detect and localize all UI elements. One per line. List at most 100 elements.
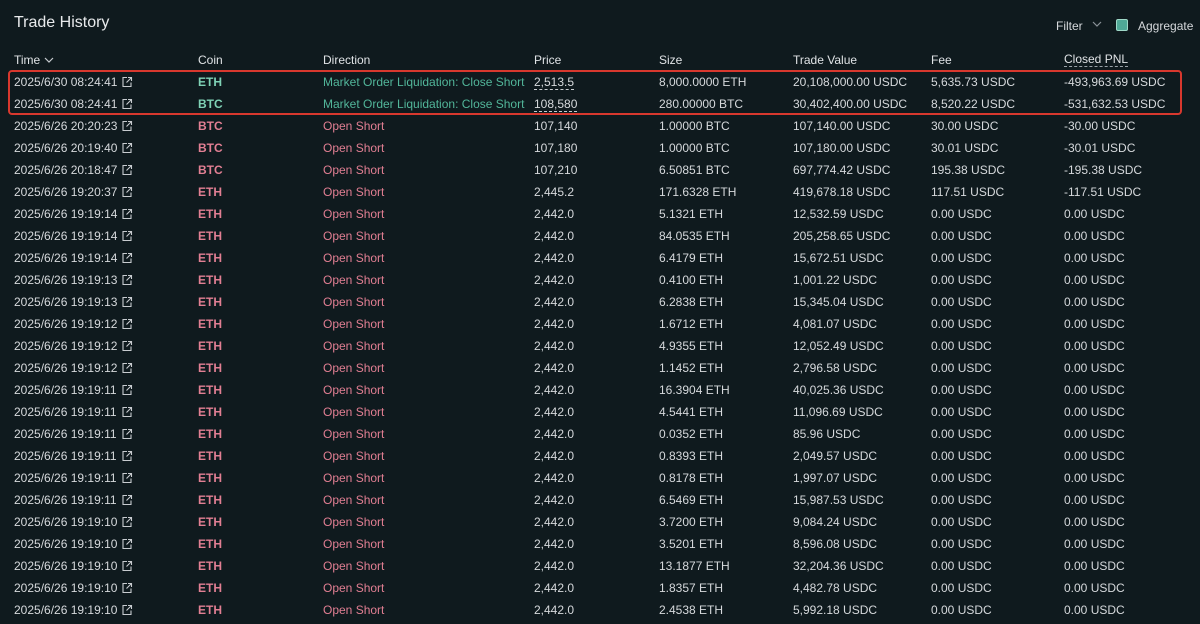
explorer-link[interactable] (121, 472, 133, 484)
explorer-link[interactable] (121, 604, 133, 616)
closed-pnl: 0.00 USDC (1064, 361, 1125, 375)
coin-cell: ETH (198, 339, 222, 353)
coin-cell: ETH (198, 515, 222, 529)
closed-pnl-cell: -493,963.69 USDC (1064, 75, 1165, 89)
trade-row: 2025/6/30 08:24:41 BTC Market Order Liquid… (0, 93, 1200, 115)
price: 2,442.0 (534, 229, 575, 243)
fee-cell: 195.38 USDC (931, 163, 1005, 177)
fee: 30.01 USDC (931, 141, 999, 155)
filter-button[interactable]: Filter (1056, 19, 1083, 33)
explorer-link[interactable] (121, 230, 133, 242)
time: 2025/6/30 08:24:41 (14, 97, 118, 111)
coin: ETH (198, 493, 222, 507)
time-cell: 2025/6/26 19:19:12 (14, 317, 117, 331)
aggregate-checkbox[interactable] (1116, 19, 1128, 31)
coin-cell: ETH (198, 295, 222, 309)
time: 2025/6/26 19:19:12 (14, 361, 118, 375)
explorer-link[interactable] (121, 538, 133, 550)
trade-value-cell: 697,774.42 USDC (793, 163, 890, 177)
coin: ETH (198, 317, 222, 331)
time: 2025/6/26 19:19:12 (14, 317, 118, 331)
trade-row: 2025/6/26 19:19:11 ETH Open Short 2,442.0 0.… (0, 467, 1200, 489)
direction: Open Short (323, 537, 385, 551)
coin: ETH (198, 603, 222, 617)
fee-cell: 0.00 USDC (931, 449, 992, 463)
explorer-link[interactable] (121, 186, 133, 198)
closed-pnl: 0.00 USDC (1064, 317, 1125, 331)
filter-chevron[interactable] (1092, 20, 1102, 28)
explorer-link[interactable] (121, 384, 133, 396)
size-cell: 84.0535 ETH (659, 229, 730, 243)
explorer-link[interactable] (121, 362, 133, 374)
coin: ETH (198, 537, 222, 551)
trade-value-cell: 40,025.36 USDC (793, 383, 884, 397)
coin: ETH (198, 383, 222, 397)
explorer-link[interactable] (121, 274, 133, 286)
fee-cell: 5,635.73 USDC (931, 75, 1015, 89)
explorer-link[interactable] (121, 406, 133, 418)
price-cell: 2,442.0 (534, 581, 574, 595)
direction-cell: Open Short (323, 339, 384, 353)
price-cell: 2,442.0 (534, 493, 574, 507)
time-cell: 2025/6/26 19:19:12 (14, 361, 117, 375)
size-cell: 3.5201 ETH (659, 537, 723, 551)
closed-pnl-cell: 0.00 USDC (1064, 537, 1125, 551)
sort-icon[interactable] (44, 56, 54, 64)
explorer-link[interactable] (121, 164, 133, 176)
explorer-link[interactable] (121, 494, 133, 506)
direction: Open Short (323, 427, 385, 441)
explorer-link[interactable] (121, 120, 133, 132)
explorer-link[interactable] (121, 450, 133, 462)
trade-row: 2025/6/26 19:19:10 ETH Open Short 2,442.0 2.… (0, 599, 1200, 621)
column-header-text[interactable]: Time (14, 53, 41, 67)
direction-cell: Open Short (323, 295, 384, 309)
direction-cell: Open Short (323, 273, 384, 287)
column-header[interactable]: Time (14, 53, 54, 67)
trade-row: 2025/6/26 19:19:12 ETH Open Short 2,442.0 1.… (0, 313, 1200, 335)
size: 8,000.0000 ETH (659, 75, 747, 89)
explorer-link[interactable] (121, 296, 133, 308)
price: 2,442.0 (534, 493, 575, 507)
size-cell: 280.00000 BTC (659, 97, 743, 111)
trade-row: 2025/6/26 19:19:14 ETH Open Short 2,442.0 5.… (0, 203, 1200, 225)
explorer-link[interactable] (121, 252, 133, 264)
coin: BTC (198, 119, 223, 133)
size: 4.5441 ETH (659, 405, 724, 419)
size-cell: 0.8393 ETH (659, 449, 723, 463)
price-cell: 2,442.0 (534, 559, 574, 573)
explorer-link[interactable] (121, 318, 133, 330)
size: 1.00000 BTC (659, 141, 730, 155)
explorer-link[interactable] (121, 428, 133, 440)
size-cell: 13.1877 ETH (659, 559, 730, 573)
trade-value: 85.96 USDC (793, 427, 861, 441)
explorer-link[interactable] (121, 98, 133, 110)
size: 6.50851 BTC (659, 163, 730, 177)
fee: 0.00 USDC (931, 581, 992, 595)
explorer-link[interactable] (121, 516, 133, 528)
fee-cell: 0.00 USDC (931, 295, 992, 309)
size: 0.0352 ETH (659, 427, 724, 441)
trade-row: 2025/6/26 19:19:11 ETH Open Short 2,442.0 16… (0, 379, 1200, 401)
size-cell: 1.1452 ETH (659, 361, 723, 375)
explorer-link[interactable] (121, 582, 133, 594)
direction-cell: Open Short (323, 603, 384, 617)
closed-pnl: 0.00 USDC (1064, 405, 1125, 419)
time: 2025/6/26 19:19:10 (14, 581, 118, 595)
time-cell: 2025/6/26 19:19:10 (14, 515, 117, 529)
explorer-link[interactable] (121, 560, 133, 572)
trade-value: 30,402,400.00 USDC (793, 97, 908, 111)
size-cell: 4.5441 ETH (659, 405, 723, 419)
direction: Open Short (323, 383, 385, 397)
closed-pnl: 0.00 USDC (1064, 251, 1125, 265)
coin-cell: ETH (198, 75, 222, 89)
price-cell: 2,442.0 (534, 515, 574, 529)
aggregate-label[interactable]: Aggregate (1138, 19, 1194, 33)
trade-value-cell: 2,796.58 USDC (793, 361, 877, 375)
explorer-link[interactable] (121, 208, 133, 220)
fee: 0.00 USDC (931, 251, 992, 265)
trade-value-cell: 2,049.57 USDC (793, 449, 877, 463)
explorer-link[interactable] (121, 142, 133, 154)
fee: 0.00 USDC (931, 603, 992, 617)
explorer-link[interactable] (121, 76, 133, 88)
explorer-link[interactable] (121, 340, 133, 352)
